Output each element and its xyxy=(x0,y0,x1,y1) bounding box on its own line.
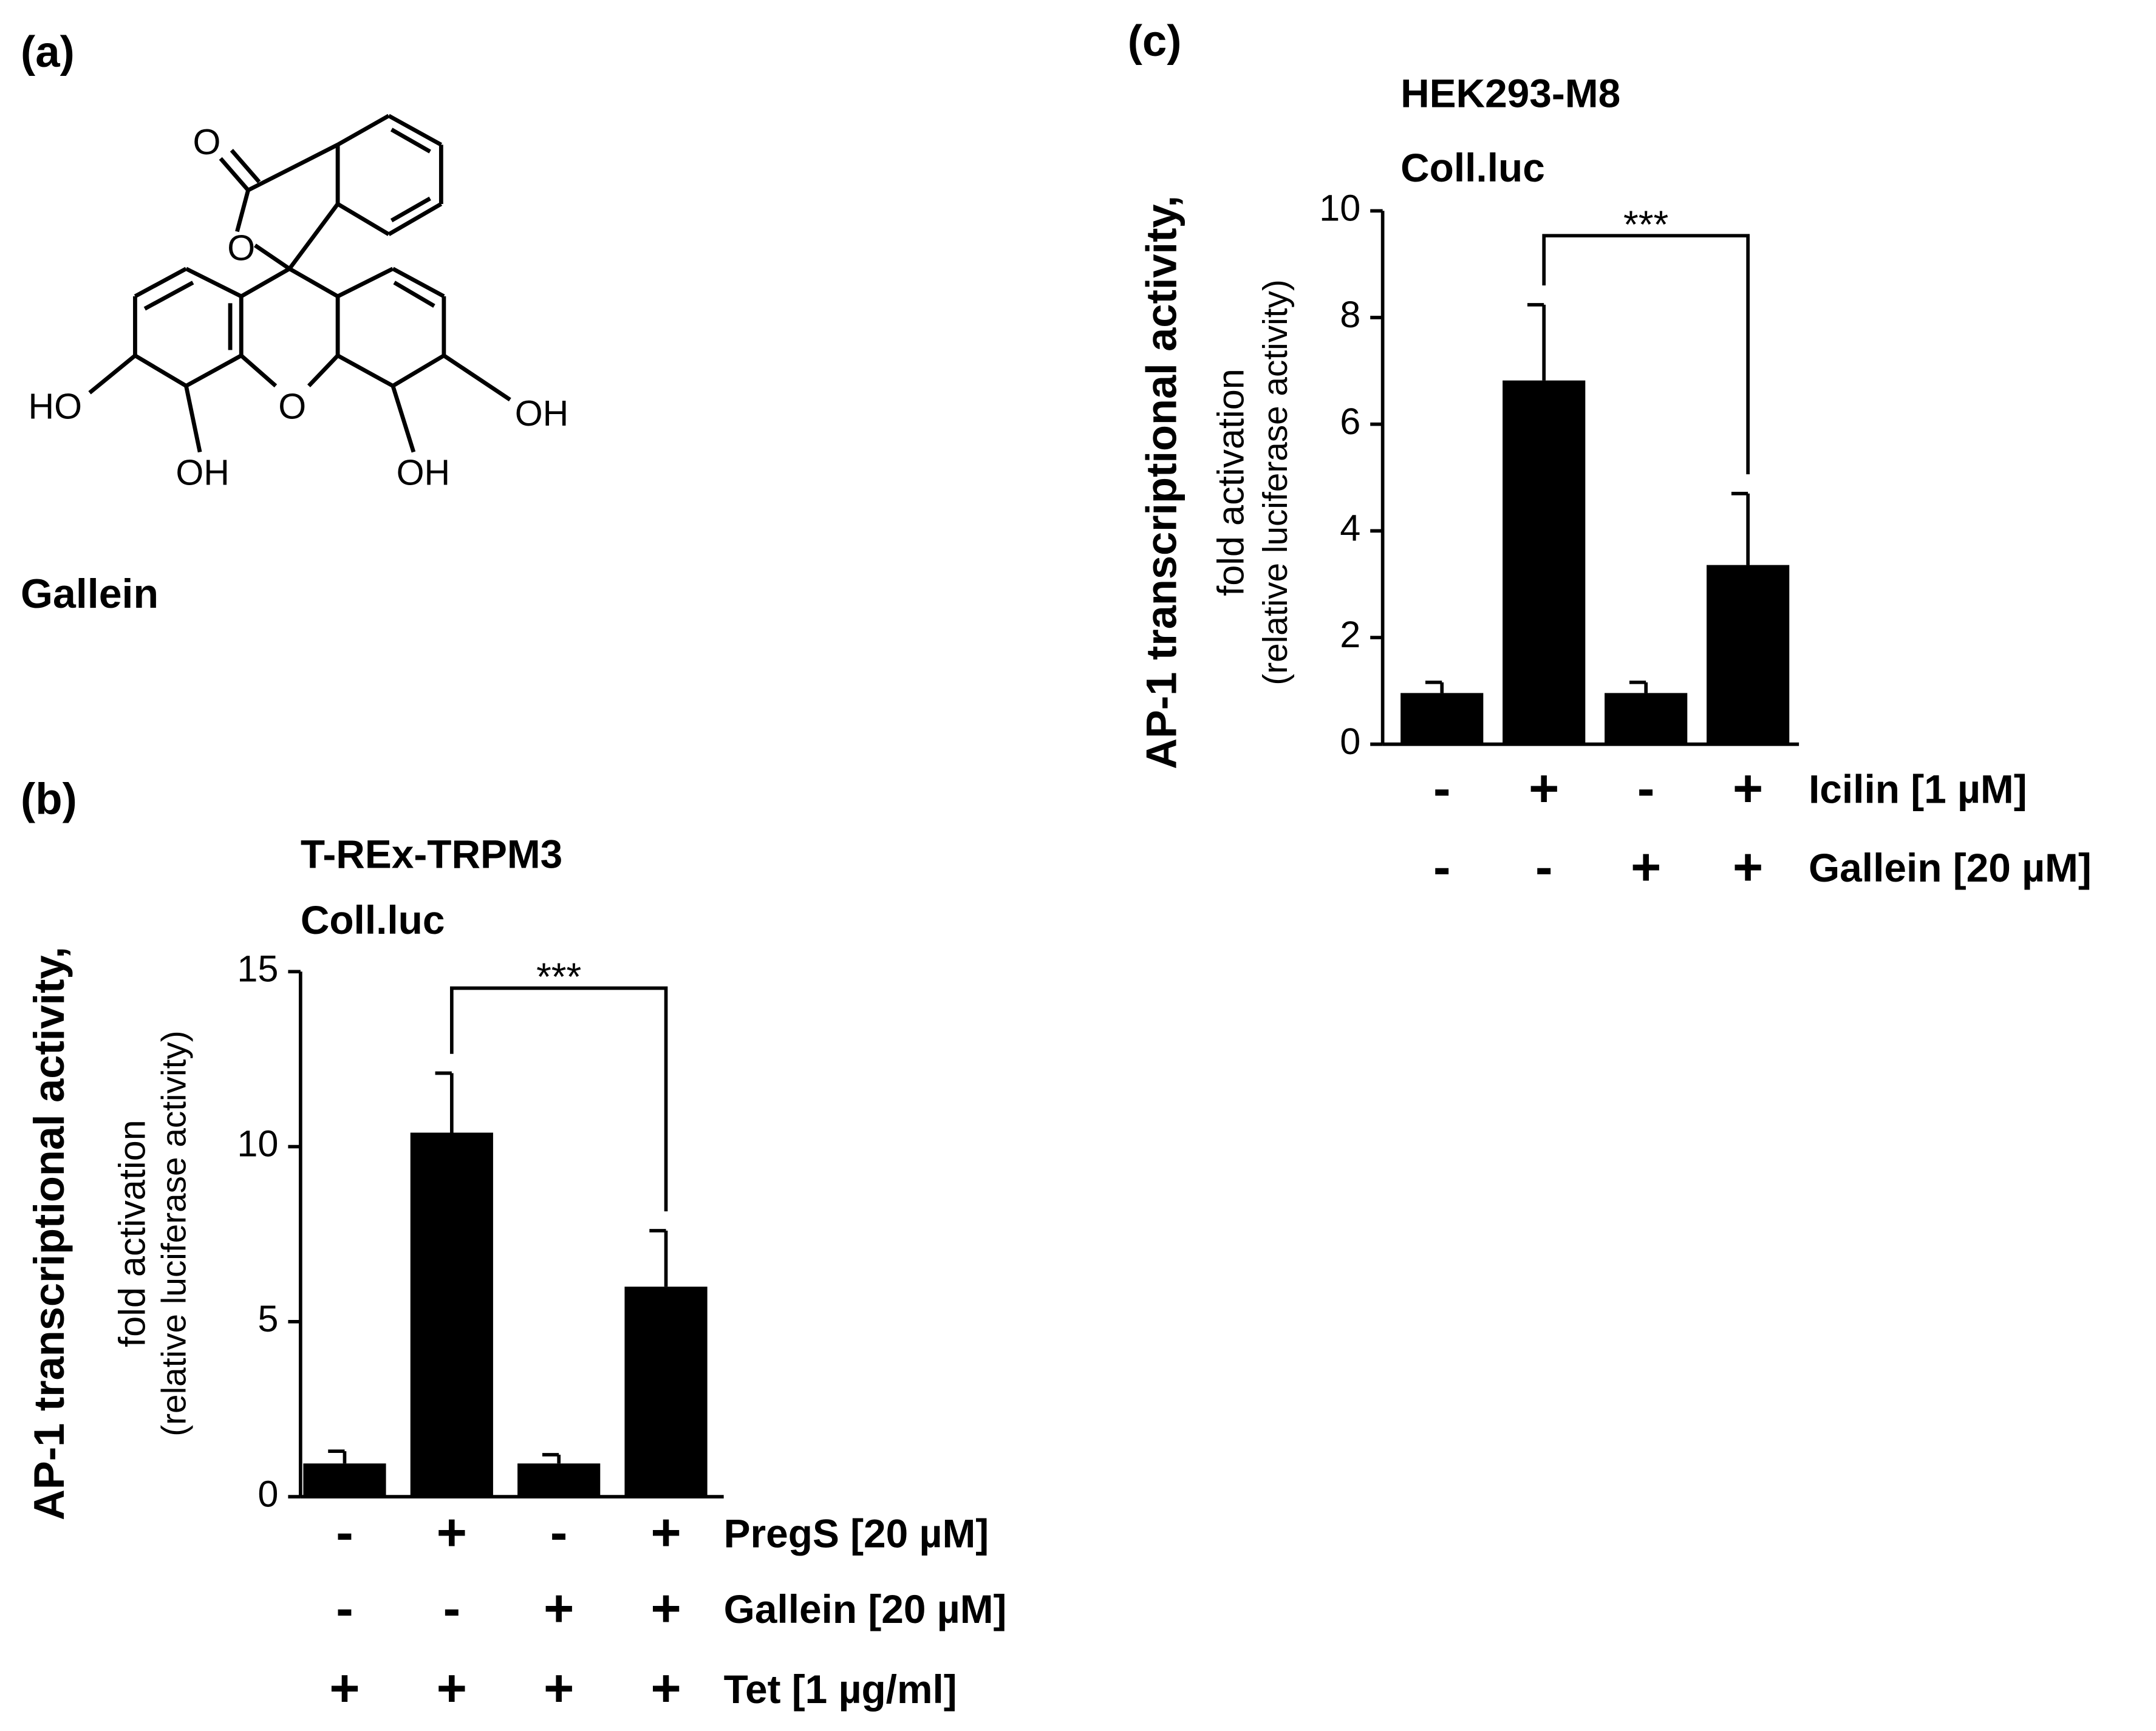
treatment-sign: + xyxy=(437,1659,467,1718)
y-tick-label: 0 xyxy=(258,1473,278,1514)
chart-title: Coll.luc xyxy=(1400,145,1545,190)
y-axis-label: AP-1 transcriptional activity, xyxy=(1138,196,1185,769)
bar xyxy=(410,1132,493,1497)
bar xyxy=(1503,380,1586,744)
y-axis-label: AP-1 transcriptional activity, xyxy=(25,947,73,1520)
treatment-sign: + xyxy=(1631,838,1661,896)
atom-label: O xyxy=(193,122,221,162)
treatment-sign: + xyxy=(329,1659,360,1718)
significance-bracket xyxy=(449,986,668,1212)
treatment-sign: + xyxy=(1529,760,1559,818)
atom-label: OH xyxy=(397,453,450,493)
treatment-sign: - xyxy=(1637,760,1655,818)
treatment-sign: - xyxy=(1433,838,1451,896)
treatment-sign: + xyxy=(650,1580,681,1638)
y-tick-label: 5 xyxy=(258,1298,278,1339)
bar xyxy=(1707,565,1790,744)
y-tick-label: 10 xyxy=(237,1123,278,1165)
y-tick-label: 2 xyxy=(1340,614,1360,655)
treatment-sign: + xyxy=(650,1659,681,1718)
treatment-sign: - xyxy=(550,1504,568,1562)
treatment-sign: + xyxy=(544,1659,574,1718)
panel-label: (b) xyxy=(21,774,77,823)
treatment-sign: - xyxy=(443,1580,460,1638)
y-axis-label: fold activation xyxy=(112,1120,153,1347)
bar xyxy=(303,1463,386,1497)
bar xyxy=(1400,693,1484,744)
y-tick-label: 0 xyxy=(1340,721,1360,762)
treatment-label: Tet [1 µg/ml] xyxy=(724,1667,957,1712)
treatment-sign: + xyxy=(650,1504,681,1562)
panel-label: (c) xyxy=(1128,16,1182,66)
y-tick-label: 6 xyxy=(1340,401,1360,442)
chart-title: T-REx-TRPM3 xyxy=(301,831,562,876)
structure xyxy=(88,114,511,453)
y-axis-label: (relative luciferase activity) xyxy=(1257,279,1295,685)
treatment-label: Gallein [20 µM] xyxy=(1809,845,2092,890)
treatment-sign: + xyxy=(437,1504,467,1562)
treatment-label: PregS [20 µM] xyxy=(724,1511,989,1556)
bar xyxy=(517,1463,601,1497)
treatment-sign: + xyxy=(1733,760,1763,818)
treatment-sign: - xyxy=(1535,838,1553,896)
significance-label: *** xyxy=(536,956,581,999)
compound-name: Gallein xyxy=(21,571,159,617)
chart-title: Coll.luc xyxy=(301,897,445,942)
y-axis-label: (relative luciferase activity) xyxy=(155,1030,194,1436)
treatment-sign: - xyxy=(336,1580,353,1638)
bar xyxy=(1605,693,1688,744)
treatment-label: Gallein [20 µM] xyxy=(724,1586,1007,1631)
atom-label: OH xyxy=(515,393,568,434)
panel-label: (a) xyxy=(21,27,75,77)
y-axis-label: fold activation xyxy=(1210,369,1252,596)
y-tick-label: 15 xyxy=(237,948,278,989)
treatment-label: Icilin [1 µM] xyxy=(1809,767,2027,812)
treatment-sign: + xyxy=(544,1580,574,1638)
y-tick-label: 8 xyxy=(1340,294,1360,335)
treatment-sign: + xyxy=(1733,838,1763,896)
y-tick-label: 4 xyxy=(1340,508,1360,549)
atom-label: OH xyxy=(176,453,229,493)
bar xyxy=(624,1287,708,1497)
y-tick-label: 10 xyxy=(1319,187,1360,228)
significance-label: *** xyxy=(1623,203,1668,246)
significance-bracket xyxy=(1542,234,1750,475)
atom-label: O xyxy=(278,387,306,427)
atom-label: O xyxy=(227,228,255,268)
atom-label: HO xyxy=(29,387,82,427)
treatment-sign: - xyxy=(336,1504,353,1562)
chart-title: HEK293-M8 xyxy=(1400,70,1620,115)
treatment-sign: - xyxy=(1433,760,1451,818)
